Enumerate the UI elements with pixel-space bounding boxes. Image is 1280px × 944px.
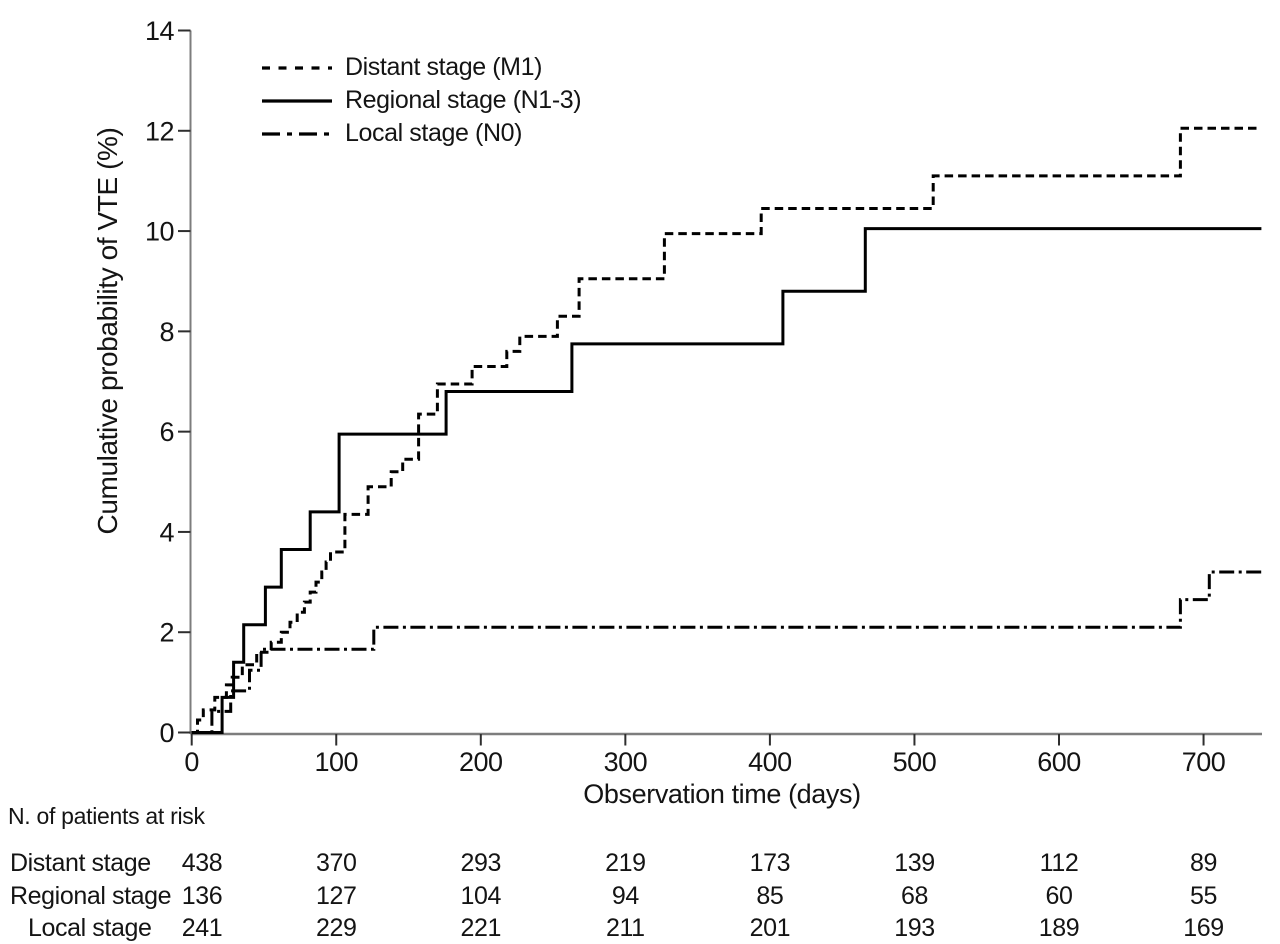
risk-count: 55 [1190, 882, 1217, 910]
risk-count: 221 [461, 914, 502, 942]
risk-count: 219 [605, 849, 646, 877]
risk-count: 169 [1183, 914, 1224, 942]
x-tick-label: 600 [1037, 747, 1081, 777]
risk-count: 370 [316, 849, 357, 877]
risk-count: 68 [901, 882, 928, 910]
risk-table-heading: N. of patients at risk [8, 803, 205, 829]
x-axis-title: Observation time (days) [583, 779, 860, 809]
chart-legend: Distant stage (M1) Regional stage (N1-3)… [262, 51, 582, 150]
risk-row-label: Local stage [28, 914, 151, 942]
risk-count: 293 [461, 849, 502, 877]
risk-row-label: Regional stage [10, 882, 171, 910]
risk-count: 189 [1039, 914, 1080, 942]
y-tick-label: 2 [159, 618, 174, 648]
risk-count: 104 [461, 882, 502, 910]
risk-count: 89 [1190, 849, 1217, 877]
y-tick-label: 14 [145, 16, 175, 46]
legend-label-local: Local stage (N0) [345, 119, 523, 147]
risk-count: 139 [894, 849, 935, 877]
risk-count: 241 [182, 914, 223, 942]
x-tick-label: 400 [748, 747, 792, 777]
risk-count: 438 [182, 849, 223, 877]
risk-count: 60 [1045, 882, 1072, 910]
legend-item-distant: Distant stage (M1) [262, 51, 581, 84]
curve-local-stage-n0- [191, 570, 1262, 734]
y-tick-label: 10 [145, 217, 174, 247]
risk-count: 94 [612, 882, 640, 910]
y-tick-label: 4 [159, 517, 174, 547]
risk-count: 112 [1040, 849, 1079, 877]
risk-count: 201 [750, 914, 791, 942]
risk-count: 193 [894, 914, 935, 942]
y-tick-label: 0 [159, 718, 174, 748]
x-tick-label: 700 [1182, 747, 1226, 777]
curve-distant-stage-m1- [191, 126, 1262, 734]
solid-line-sample-icon [262, 98, 332, 103]
x-tick-label: 500 [893, 747, 937, 777]
risk-count: 136 [182, 882, 223, 910]
risk-count: 229 [316, 914, 357, 942]
x-tick-label: 300 [604, 747, 648, 777]
dashdot-line-sample-icon [262, 131, 332, 136]
x-tick-label: 200 [459, 747, 503, 777]
dashed-line-sample-icon [262, 65, 332, 70]
risk-count: 85 [756, 882, 783, 910]
risk-row-label: Distant stage [10, 849, 151, 877]
risk-count: 127 [316, 882, 357, 910]
x-tick-label: 100 [314, 747, 358, 777]
y-axis-title: Cumulative probability of VTE (%) [92, 128, 123, 535]
risk-count: 173 [750, 849, 791, 877]
risk-count: 211 [606, 914, 645, 942]
x-tick-label: 0 [184, 747, 199, 777]
y-tick-label: 12 [145, 116, 174, 146]
legend-label-distant: Distant stage (M1) [345, 53, 543, 81]
legend-item-local: Local stage (N0) [262, 117, 581, 150]
legend-item-regional: Regional stage (N1-3) [262, 84, 582, 117]
y-tick-label: 6 [159, 417, 174, 447]
curve-regional-stage-n1-3- [191, 227, 1262, 734]
y-tick-label: 8 [159, 317, 174, 347]
legend-label-regional: Regional stage (N1-3) [345, 86, 582, 114]
